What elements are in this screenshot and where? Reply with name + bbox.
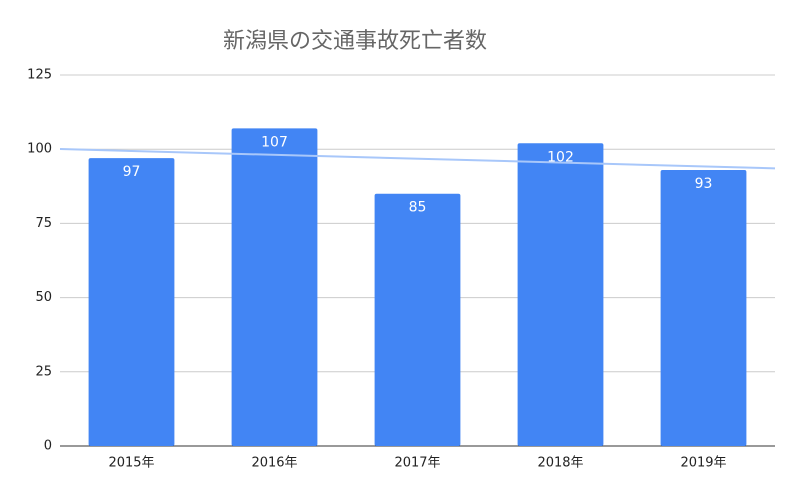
chart-title: 新潟県の交通事故死亡者数	[223, 29, 487, 54]
data-label: 97	[123, 164, 141, 180]
x-tick-label: 2016年	[251, 456, 297, 471]
x-tick-label: 2019年	[680, 456, 726, 471]
y-tick-label: 75	[35, 216, 52, 231]
bar	[88, 158, 175, 446]
x-tick-label: 2018年	[537, 456, 583, 471]
data-label: 93	[695, 176, 713, 192]
x-tick-label: 2015年	[108, 456, 154, 471]
bar	[660, 169, 747, 446]
y-tick-label: 0	[44, 439, 52, 454]
bar	[374, 193, 461, 446]
x-tick-label: 2017年	[394, 456, 440, 471]
y-tick-label: 25	[35, 364, 52, 379]
bar	[517, 143, 604, 446]
y-tick-label: 50	[35, 290, 52, 305]
data-label: 85	[409, 200, 427, 216]
data-label: 102	[547, 149, 574, 165]
y-tick-label: 100	[27, 142, 52, 157]
trendline	[59, 148, 776, 170]
bar	[231, 128, 318, 446]
y-tick-label: 125	[27, 68, 52, 83]
data-label: 107	[261, 134, 288, 150]
